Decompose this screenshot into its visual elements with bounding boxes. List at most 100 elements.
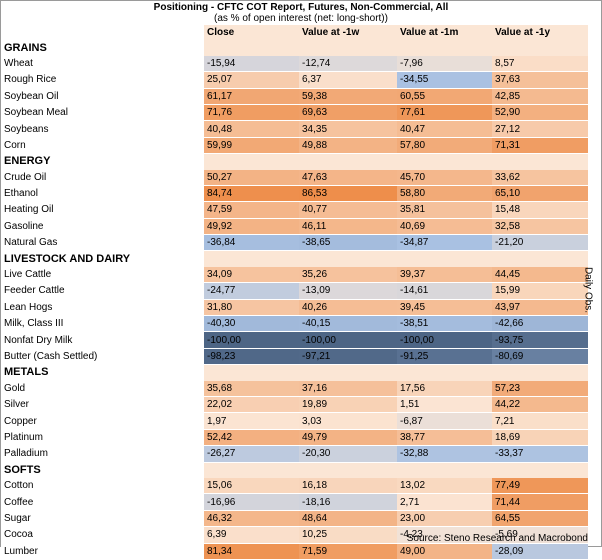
value-cell: 60,55	[397, 88, 492, 105]
value-cell: -38,51	[397, 315, 492, 333]
value-cell: -21,20	[492, 234, 588, 252]
table-row: Butter (Cash Settled) -98,23 -97,21 -91,25-…	[1, 348, 588, 366]
value-cell: 17,56	[397, 380, 492, 397]
value-cell: -20,30	[299, 445, 397, 463]
value-cell: 31,80	[204, 299, 299, 317]
row-label: Feeder Cattle	[1, 282, 204, 300]
row-label: Heating Oil	[1, 201, 204, 219]
value-cell: 7,21	[492, 412, 588, 430]
value-cell: 33,62	[492, 169, 588, 186]
value-cell: -32,88	[397, 445, 492, 463]
value-cell: 44,45	[492, 266, 588, 284]
value-cell: 19,89	[299, 396, 397, 414]
value-cell: 40,47	[397, 120, 492, 138]
row-label: Cotton	[1, 477, 204, 495]
row-label: Soybean Oil	[1, 88, 204, 105]
row-label: Sugar	[1, 510, 204, 528]
value-cell: 64,55	[492, 510, 588, 528]
section-row: METALS	[1, 364, 588, 381]
table-row: Crude Oil 50,27 47,63 45,70 33,62	[1, 169, 588, 186]
value-cell: 61,17	[204, 88, 299, 105]
side-label: Daily Obs.	[578, 260, 598, 320]
value-cell: 52,90	[492, 104, 588, 122]
row-label: Crude Oil	[1, 169, 204, 186]
table-row: Cocoa 6,39 10,25 -4,23 -5,69	[1, 526, 588, 544]
value-cell: -5,69	[492, 526, 588, 544]
header-row: Close Value at -1w Value at -1m Value at -1…	[1, 25, 588, 41]
value-cell: -40,15	[299, 315, 397, 333]
value-cell: 71,59	[299, 543, 397, 560]
row-label: Ethanol	[1, 185, 204, 203]
value-cell: -33,37	[492, 445, 588, 463]
value-cell: 40,48	[204, 120, 299, 138]
value-cell: 2,71	[397, 493, 492, 511]
value-cell: 47,63	[299, 169, 397, 186]
row-label: Live Cattle	[1, 266, 204, 284]
value-cell: 49,00	[397, 543, 492, 560]
section-fill	[492, 153, 588, 170]
section-heading: LIVESTOCK AND DAIRY	[1, 250, 204, 267]
row-label: Rough Rice	[1, 71, 204, 89]
section-heading: METALS	[1, 364, 204, 381]
section-heading: SOFTS	[1, 462, 204, 478]
section-fill	[299, 462, 397, 478]
value-cell: 47,59	[204, 201, 299, 219]
table-row: Palladium -26,27 -20,30 -32,88 -33,37	[1, 445, 588, 463]
value-cell: 15,48	[492, 201, 588, 219]
section-fill	[397, 40, 492, 56]
section-fill	[204, 462, 299, 478]
chart-title: Positioning - CFTC COT Report, Futures, …	[153, 2, 449, 13]
row-label: Platinum	[1, 429, 204, 447]
row-label: Nonfat Dry Milk	[1, 331, 204, 349]
section-fill	[299, 250, 397, 267]
table-row: Nonfat Dry Milk -100,00 -100,00 -100,00 -93,…	[1, 331, 588, 349]
value-cell: -100,00	[299, 331, 397, 349]
value-cell: 8,57	[492, 55, 588, 73]
section-fill	[204, 364, 299, 381]
side-label-text: Daily Obs.	[582, 266, 594, 314]
value-cell: 15,99	[492, 282, 588, 300]
value-cell: 39,45	[397, 299, 492, 317]
section-fill	[492, 40, 588, 56]
value-cell: -34,55	[397, 71, 492, 89]
value-cell: 10,25	[299, 526, 397, 544]
table-row: Corn 59,99 49,88 57,80 71,31	[1, 137, 588, 155]
value-cell: -42,66	[492, 315, 588, 333]
value-cell: -97,21	[299, 348, 397, 366]
value-cell: 32,58	[492, 218, 588, 236]
table-row: Sugar 46,32 48,64 23,00 64,55	[1, 510, 588, 528]
value-cell: -14,61	[397, 282, 492, 300]
value-cell: 42,85	[492, 88, 588, 105]
value-cell: 23,00	[397, 510, 492, 528]
value-cell: 71,76	[204, 104, 299, 122]
value-cell: 15,06	[204, 477, 299, 495]
value-cell: -13,09	[299, 282, 397, 300]
row-label: Wheat	[1, 55, 204, 73]
value-cell: 77,61	[397, 104, 492, 122]
value-cell: 46,11	[299, 218, 397, 236]
value-cell: -6,87	[397, 412, 492, 430]
table-row: Live Cattle 34,09 35,26 39,37 44,45	[1, 266, 588, 284]
table-row: Cotton 15,06 16,18 13,02 77,49	[1, 477, 588, 495]
value-cell: 58,80	[397, 185, 492, 203]
table-row: Wheat -15,94 -12,74 -7,96 8,57	[1, 55, 588, 73]
section-row: SOFTS	[1, 462, 588, 478]
table-row: Lean Hogs 31,80 40,26 39,45 43,97	[1, 299, 588, 317]
value-cell: -4,23	[397, 526, 492, 544]
section-fill	[299, 364, 397, 381]
column-header: Value at -1w	[299, 25, 397, 41]
section-fill	[299, 40, 397, 56]
value-cell: 6,37	[299, 71, 397, 89]
table-row: Lumber 81,34 71,59 49,00 -28,09	[1, 543, 588, 560]
value-cell: 49,92	[204, 218, 299, 236]
value-cell: 3,03	[299, 412, 397, 430]
row-label: Cocoa	[1, 526, 204, 544]
row-label: Silver	[1, 396, 204, 414]
value-cell: 86,53	[299, 185, 397, 203]
value-cell: 81,34	[204, 543, 299, 560]
table-row: Gold 35,68 37,16 17,56 57,23	[1, 380, 588, 397]
section-fill	[492, 462, 588, 478]
value-cell: 45,70	[397, 169, 492, 186]
value-cell: -28,09	[492, 543, 588, 560]
value-cell: 65,10	[492, 185, 588, 203]
